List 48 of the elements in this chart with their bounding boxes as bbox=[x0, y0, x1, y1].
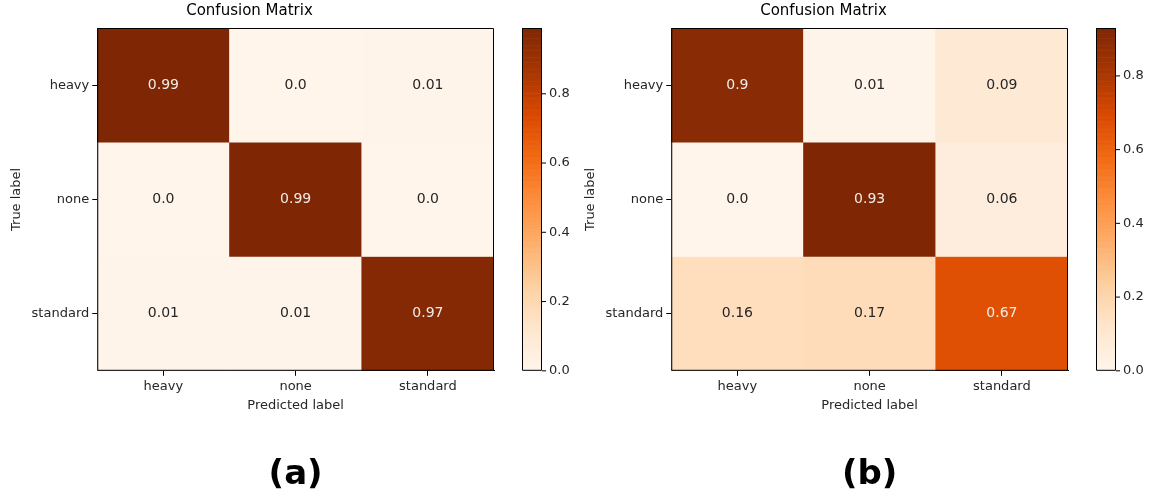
y-tick-label: heavy bbox=[623, 76, 664, 92]
data-label: 0.09 bbox=[986, 75, 1018, 92]
data-label: 0.0 bbox=[152, 190, 175, 207]
data-label: 0.0 bbox=[416, 190, 440, 207]
chart-title: Confusion Matrix bbox=[760, 0, 887, 19]
color-bar-label: 0.4 bbox=[1123, 214, 1144, 230]
x-tick-label: none bbox=[853, 377, 886, 393]
data-label: 0.93 bbox=[854, 190, 886, 207]
y-tick-label: standard bbox=[605, 305, 664, 321]
chart-title: Confusion Matrix bbox=[186, 0, 313, 19]
x-tick-label: none bbox=[279, 377, 312, 393]
x-tick-label: heavy bbox=[143, 377, 184, 393]
color-bar-label: 0.4 bbox=[549, 223, 570, 239]
x-tick-label: heavy bbox=[717, 377, 758, 393]
data-label: 0.9 bbox=[726, 75, 749, 92]
data-label: 0.16 bbox=[721, 304, 754, 321]
color-bar-label: 0.0 bbox=[549, 362, 570, 378]
data-label: 0.99 bbox=[147, 75, 179, 92]
y-axis-title: True label bbox=[8, 167, 24, 232]
y-tick-label: none bbox=[56, 190, 90, 206]
data-label: 0.67 bbox=[986, 304, 1018, 321]
y-axis-title: True label bbox=[582, 167, 598, 232]
data-label: 0.01 bbox=[412, 75, 444, 92]
x-tick-label: standard bbox=[399, 377, 457, 393]
data-label: 0.0 bbox=[726, 190, 749, 207]
data-label: 0.97 bbox=[412, 304, 444, 321]
y-tick-label: none bbox=[630, 190, 664, 206]
color-bar-label: 0.6 bbox=[1123, 141, 1144, 157]
x-tick-label: standard bbox=[973, 377, 1031, 393]
data-label: 0.01 bbox=[147, 304, 179, 321]
data-label: 0.99 bbox=[280, 190, 312, 207]
data-label: 0.0 bbox=[284, 75, 307, 92]
x-axis-title: Predicted label bbox=[247, 396, 344, 412]
data-label: 0.17 bbox=[854, 304, 886, 321]
color-bar-label: 0.6 bbox=[549, 154, 570, 170]
y-tick-label: standard bbox=[31, 305, 90, 321]
text: (b) bbox=[841, 451, 898, 492]
text: (a) bbox=[268, 451, 323, 492]
data-label: 0.06 bbox=[986, 190, 1018, 207]
y-tick-label: heavy bbox=[49, 76, 90, 92]
color-bar-label: 0.0 bbox=[1123, 362, 1144, 378]
data-label: 0.01 bbox=[280, 304, 312, 321]
color-bar-label: 0.2 bbox=[549, 292, 570, 308]
x-axis-title: Predicted label bbox=[821, 396, 918, 412]
color-bar-label: 0.2 bbox=[1123, 288, 1144, 304]
data-label: 0.01 bbox=[854, 75, 886, 92]
color-bar-label: 0.8 bbox=[1123, 67, 1144, 83]
color-bar-label: 0.8 bbox=[549, 85, 570, 101]
